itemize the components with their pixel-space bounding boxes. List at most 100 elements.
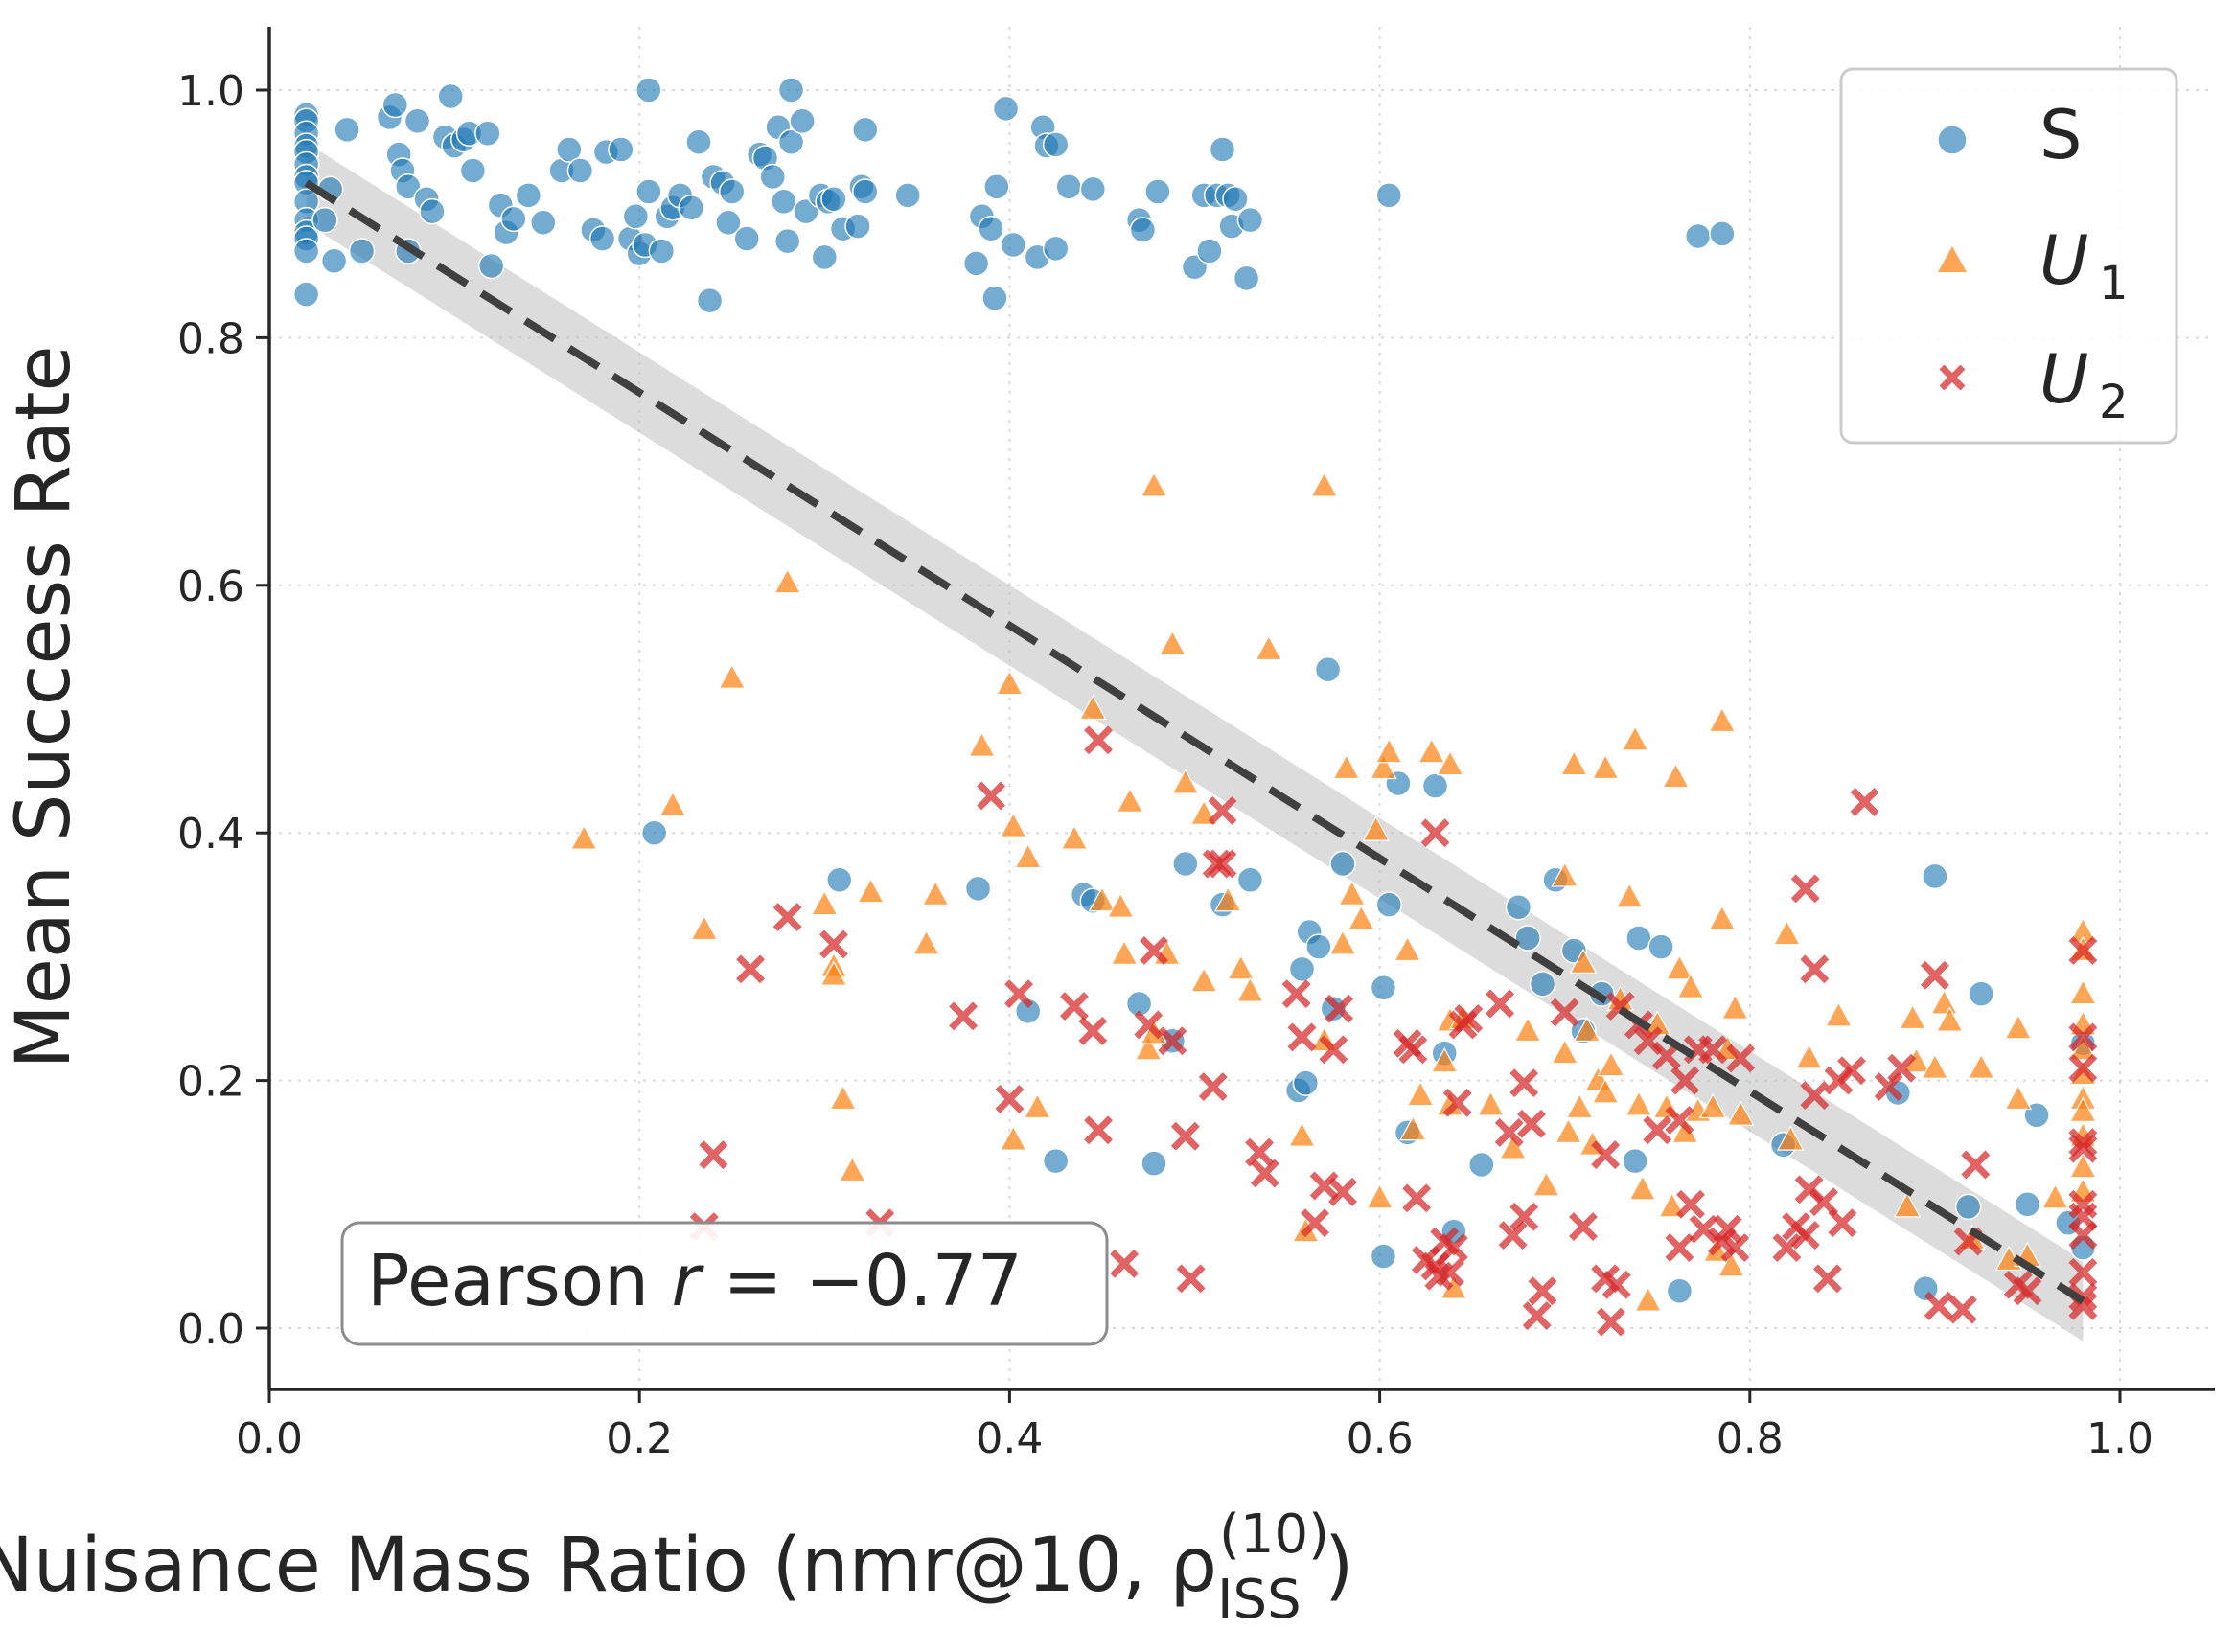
legend-label-s: S <box>2039 96 2082 174</box>
point-s <box>635 178 662 205</box>
fit-line-group <box>304 179 2085 1304</box>
point-u1 <box>996 669 1024 696</box>
point-u1 <box>1338 880 1366 906</box>
point-s <box>1129 217 1157 243</box>
point-u1 <box>1708 905 1737 930</box>
point-s <box>1141 1150 1167 1177</box>
point-s <box>1305 933 1332 960</box>
point-s <box>1622 1147 1648 1175</box>
point-s <box>978 215 1004 242</box>
point-u1 <box>2069 978 2097 1005</box>
point-u1 <box>1110 939 1139 965</box>
x-axis-label: Nuisance Mass Ratio (nmr@10, ρ <box>0 1523 1217 1609</box>
point-u2 <box>2068 1128 2098 1158</box>
x-axis-label-subscript: ISS <box>1217 1569 1302 1631</box>
point-u2 <box>1454 1004 1484 1033</box>
y-tick-label: 0.8 <box>177 314 244 363</box>
point-s <box>1709 220 1736 247</box>
point-s <box>1042 235 1070 263</box>
point-s <box>1314 655 1342 683</box>
point-s <box>1079 175 1107 203</box>
point-u1 <box>1417 737 1445 764</box>
point-u1 <box>999 1125 1027 1151</box>
point-s <box>983 173 1010 200</box>
point-s <box>403 107 431 135</box>
point-s <box>759 163 786 191</box>
point-s <box>1666 1277 1694 1304</box>
series-s <box>292 77 2097 1304</box>
point-s <box>1000 231 1027 259</box>
pearson-annotation: Pearson r = −0.77 <box>340 1221 1109 1346</box>
point-s <box>678 194 705 221</box>
point-u2 <box>1713 1214 1742 1244</box>
point-u2 <box>2068 1053 2098 1083</box>
point-u2 <box>977 781 1006 811</box>
point-u1 <box>690 914 719 941</box>
point-u2 <box>1809 1187 1838 1217</box>
point-u2 <box>1309 1171 1339 1201</box>
point-u2 <box>1325 994 1354 1023</box>
point-u2 <box>1920 960 1949 990</box>
point-s <box>1514 925 1541 952</box>
point-u1 <box>1698 1092 1727 1119</box>
point-u1 <box>718 663 747 689</box>
point-u1 <box>1213 886 1242 912</box>
point-u2 <box>1597 1307 1625 1337</box>
point-u1 <box>1930 989 1958 1015</box>
point-u1 <box>569 824 598 850</box>
x-tick-label: 1.0 <box>2086 1414 2154 1463</box>
point-u1 <box>1347 905 1375 930</box>
point-u1 <box>1676 973 1705 998</box>
point-s <box>635 77 662 103</box>
point-u1 <box>912 929 940 955</box>
legend-label-u2-subscript: 2 <box>2099 376 2129 429</box>
point-u1 <box>1591 1078 1620 1104</box>
point-s <box>820 185 847 213</box>
point-u2 <box>1084 725 1114 755</box>
point-s <box>825 866 853 894</box>
tick-labels: 0.0 0.2 0.4 0.6 0.8 1.0 0.0 0.2 0.4 0.6 0.8 1.0 <box>177 67 2154 1463</box>
point-u1 <box>838 1156 866 1182</box>
point-u1 <box>1551 1038 1579 1065</box>
point-u2 <box>2068 1257 2098 1287</box>
point-s <box>1320 995 1348 1022</box>
legend-label-u1-subscript: 1 <box>2099 257 2129 310</box>
point-u1 <box>1658 1192 1687 1218</box>
point-u1 <box>1116 787 1144 814</box>
point-u2 <box>1436 1257 1464 1287</box>
point-u1 <box>1634 1286 1662 1312</box>
point-s <box>334 116 360 144</box>
annotation-prefix: Pearson <box>367 1240 672 1322</box>
point-u1 <box>1708 706 1737 733</box>
point-u1 <box>1366 1183 1394 1209</box>
point-u2 <box>1287 1022 1317 1052</box>
point-u2 <box>1078 1016 1108 1045</box>
point-u2 <box>1509 1202 1539 1231</box>
point-u2 <box>1550 998 1579 1027</box>
point-u2 <box>1569 1212 1598 1242</box>
point-s <box>515 182 542 209</box>
point-u1 <box>1328 929 1357 955</box>
point-u2 <box>1319 1035 1348 1065</box>
point-u1 <box>999 812 1027 837</box>
point-s <box>419 197 446 225</box>
point-s <box>1042 1147 1070 1175</box>
point-s <box>1042 131 1070 158</box>
point-s <box>1684 222 1712 250</box>
point-s <box>1329 850 1356 878</box>
point-s <box>311 206 338 234</box>
point-u2 <box>1707 1227 1737 1256</box>
point-u2 <box>1420 818 1450 848</box>
point-s <box>844 213 871 240</box>
point-u2 <box>1060 992 1089 1021</box>
annotation-text: Pearson r = −0.77 <box>367 1240 1023 1322</box>
point-u2 <box>1961 1150 1991 1180</box>
point-s <box>1288 955 1316 983</box>
point-u2 <box>1170 1121 1200 1151</box>
point-u2 <box>1494 1117 1524 1147</box>
point-s <box>1954 1193 1982 1221</box>
point-u1 <box>1591 753 1620 780</box>
point-u1 <box>2041 1183 2069 1209</box>
point-u1 <box>1573 1016 1601 1043</box>
point-u1 <box>1721 994 1749 1020</box>
